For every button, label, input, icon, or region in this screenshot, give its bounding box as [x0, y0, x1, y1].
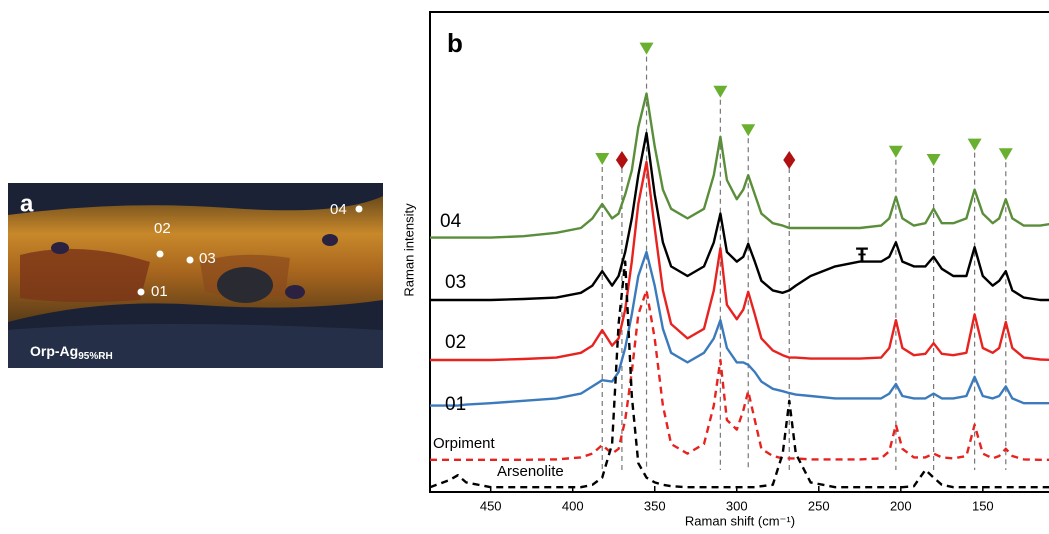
- x-tick-label: 250: [808, 498, 830, 513]
- sample-label: Orp-Ag95%RH: [30, 343, 113, 362]
- point-label: 02: [154, 220, 171, 237]
- peak-marker: [741, 124, 756, 137]
- panel-letter: b: [447, 28, 463, 58]
- spectrum-line: [430, 92, 1049, 239]
- annotation-symbol: Ŧ: [856, 244, 868, 266]
- series-label: 01: [445, 394, 466, 415]
- spectrum-line: [430, 131, 1049, 302]
- peak-marker: [595, 153, 610, 165]
- x-axis-label: Raman shift (cm⁻¹): [685, 513, 795, 528]
- series-label: Orpiment: [433, 435, 496, 452]
- peak-marker: [615, 151, 628, 169]
- point-label: 01: [151, 283, 168, 300]
- peak-marker: [783, 151, 796, 169]
- panel-a-photo: a 02 03 01 04 Orp-Ag95%RH: [8, 183, 383, 368]
- x-tick-label: 200: [890, 498, 912, 513]
- series-label: Arsenolite: [497, 463, 564, 480]
- panel-letter: a: [20, 190, 34, 217]
- peak-marker: [926, 154, 941, 166]
- x-tick-label: 150: [972, 498, 994, 513]
- series-label: 03: [445, 272, 466, 293]
- peak-marker: [639, 42, 654, 55]
- spectrum-line: [430, 160, 1049, 362]
- plot-frame: [429, 11, 1049, 493]
- x-tick-label: 450: [480, 498, 502, 513]
- spectrum-line: [430, 250, 1049, 407]
- peak-marker: [713, 85, 728, 98]
- x-tick-label: 300: [726, 498, 748, 513]
- peak-marker: [967, 138, 982, 151]
- sample-name: Orp-Ag: [30, 343, 78, 359]
- peak-marker: [888, 145, 903, 158]
- point-label: 03: [199, 250, 216, 267]
- series-label: 02: [445, 332, 466, 353]
- spectrum-line: [429, 260, 1049, 489]
- spectrum-line: [430, 289, 1049, 461]
- sample-subscript: 95%RH: [78, 351, 112, 362]
- peak-marker: [998, 148, 1013, 161]
- x-tick-label: 400: [562, 498, 584, 513]
- y-axis-label: Raman intensity: [401, 203, 416, 297]
- series-label: 04: [440, 211, 462, 232]
- x-tick-label: 350: [644, 498, 666, 513]
- point-label: 04: [330, 201, 347, 218]
